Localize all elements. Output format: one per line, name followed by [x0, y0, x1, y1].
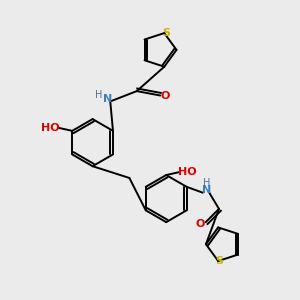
Text: O: O [196, 219, 205, 229]
Text: S: S [162, 28, 170, 38]
Text: N: N [103, 94, 112, 104]
Text: H: H [95, 90, 103, 100]
Text: S: S [216, 256, 224, 266]
Text: HO: HO [41, 123, 60, 133]
Text: H: H [202, 178, 210, 188]
Text: N: N [202, 185, 211, 195]
Text: HO: HO [178, 167, 197, 177]
Text: O: O [161, 91, 170, 100]
